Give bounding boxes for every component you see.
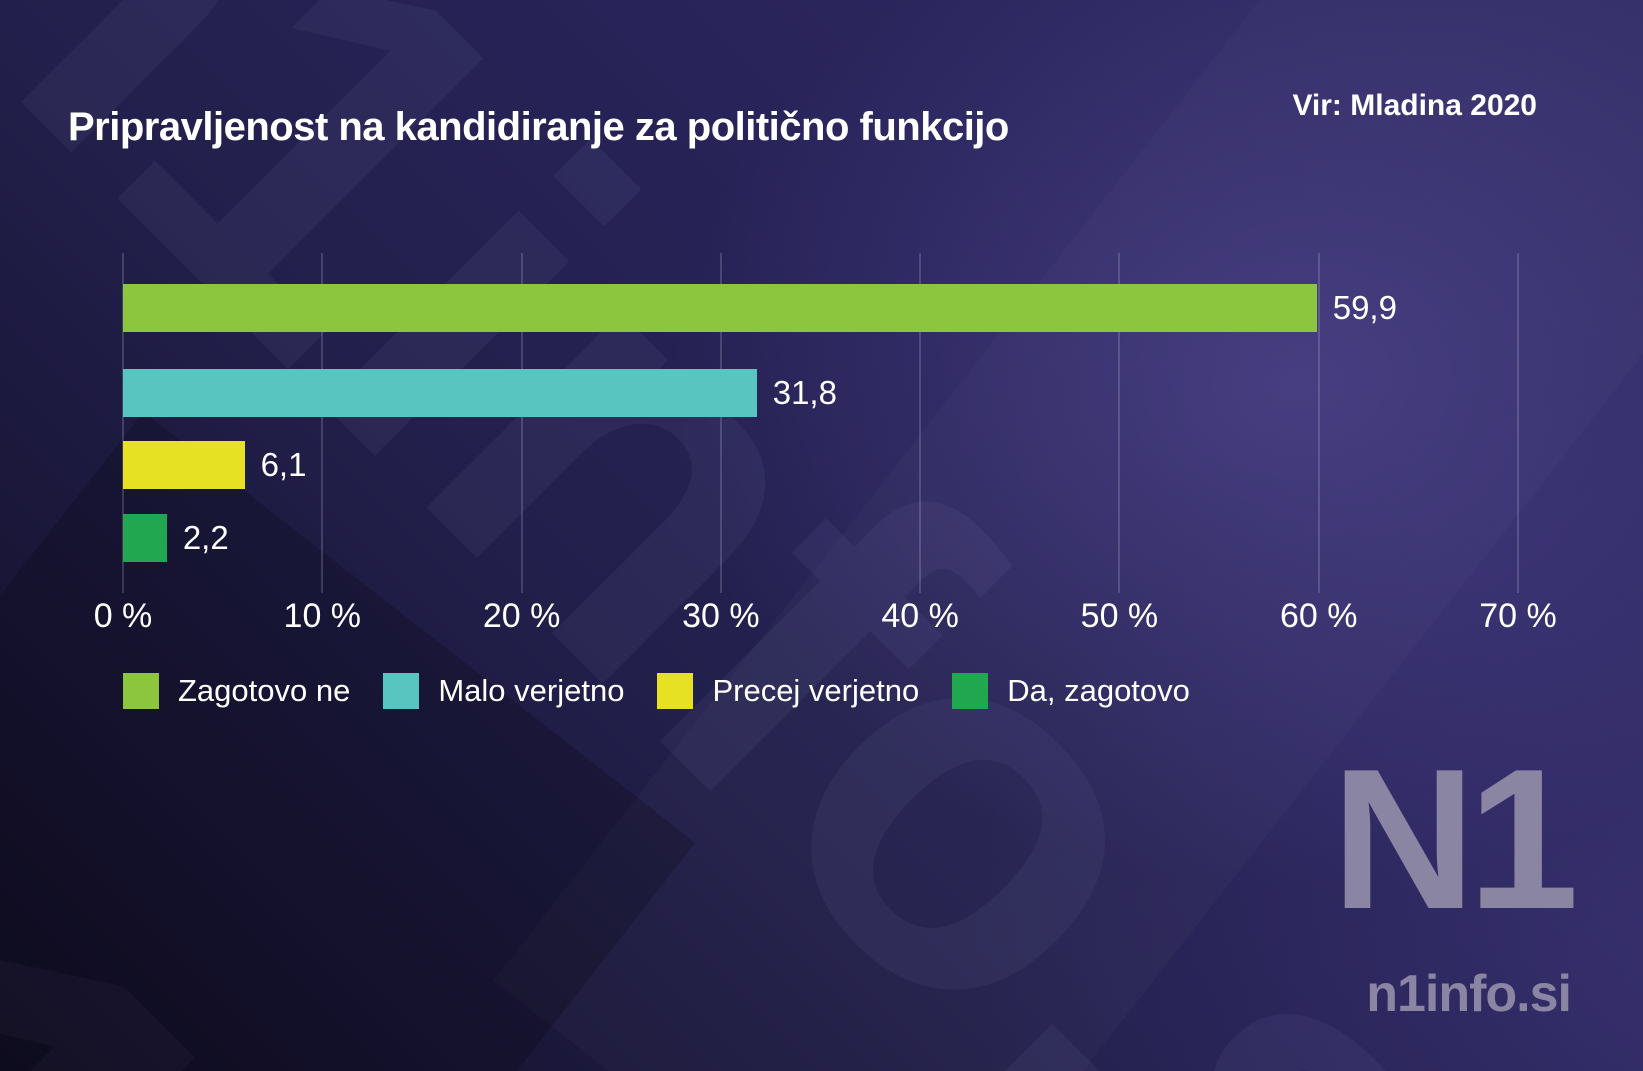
n1-logo: N1: [1331, 728, 1579, 951]
legend-label: Precej verjetno: [712, 673, 920, 708]
legend-item-precej-verjetno: Precej verjetno: [657, 672, 919, 710]
legend-item-zagotovo-ne: Zagotovo ne: [123, 672, 350, 710]
bar-precej-verjetno: [123, 441, 245, 489]
x-tick-label: 40 %: [881, 597, 959, 635]
bar-value-label: 2,2: [182, 519, 229, 556]
gridline: [1317, 253, 1320, 593]
bar-value-label: 6,1: [260, 446, 307, 483]
bar-value-label: 59,9: [1332, 289, 1397, 326]
x-tick-label: 10 %: [283, 597, 362, 635]
gridline: [1118, 253, 1121, 593]
legend-swatch-darkgreen: [952, 673, 989, 709]
x-tick-label: 20 %: [482, 597, 561, 635]
chart-title: Pripravljenost na kandidiranje za politi…: [68, 104, 1009, 149]
x-tick-label: 50 %: [1080, 597, 1159, 635]
legend-swatch-yellow: [657, 673, 694, 709]
bar-row-precej-verjetno: 6,1: [123, 441, 1518, 489]
x-tick-label: 30 %: [682, 597, 760, 635]
bar-da-zagotovo: [123, 514, 167, 562]
gridline: [520, 253, 523, 593]
gridline: [719, 253, 722, 593]
gridline: [1517, 253, 1519, 593]
gridline: [321, 253, 324, 593]
legend-label: Malo verjetno: [438, 673, 625, 708]
bar-row-da-zagotovo: 2,2: [123, 514, 1518, 562]
source-label: Vir: Mladina 2020: [1292, 89, 1537, 122]
bar-row-zagotovo-ne: 59,9: [123, 284, 1518, 332]
n1-branding: N1 n1info.si: [1331, 728, 1579, 1023]
plot-area: 59,9 31,8 6,1 2,2: [122, 253, 1519, 593]
x-tick-label: 0 %: [93, 597, 153, 635]
legend-item-malo-verjetno: Malo verjetno: [383, 672, 624, 710]
bar-row-malo-verjetno: 31,8: [123, 369, 1518, 417]
legend-item-da-zagotovo: Da, zagotovo: [952, 672, 1190, 710]
legend-swatch-green: [123, 673, 159, 709]
bar-malo-verjetno: [123, 369, 757, 417]
bar-value-label: 31,8: [772, 374, 837, 411]
legend-swatch-teal: [383, 673, 420, 709]
x-tick-label: 70 %: [1479, 597, 1557, 635]
legend: Zagotovo ne Malo verjetno Precej verjetn…: [123, 672, 1190, 710]
legend-label: Da, zagotovo: [1007, 673, 1190, 708]
gridline: [919, 253, 922, 593]
bar-zagotovo-ne: [123, 284, 1317, 332]
legend-label: Zagotovo ne: [178, 673, 351, 708]
x-axis: 0 % 10 % 20 % 30 % 40 % 50 % 60 % 70 %: [94, 596, 1557, 636]
x-tick-label: 60 %: [1279, 597, 1358, 635]
n1-site-label: n1info.si: [1366, 965, 1572, 1023]
gridline: [122, 253, 124, 593]
